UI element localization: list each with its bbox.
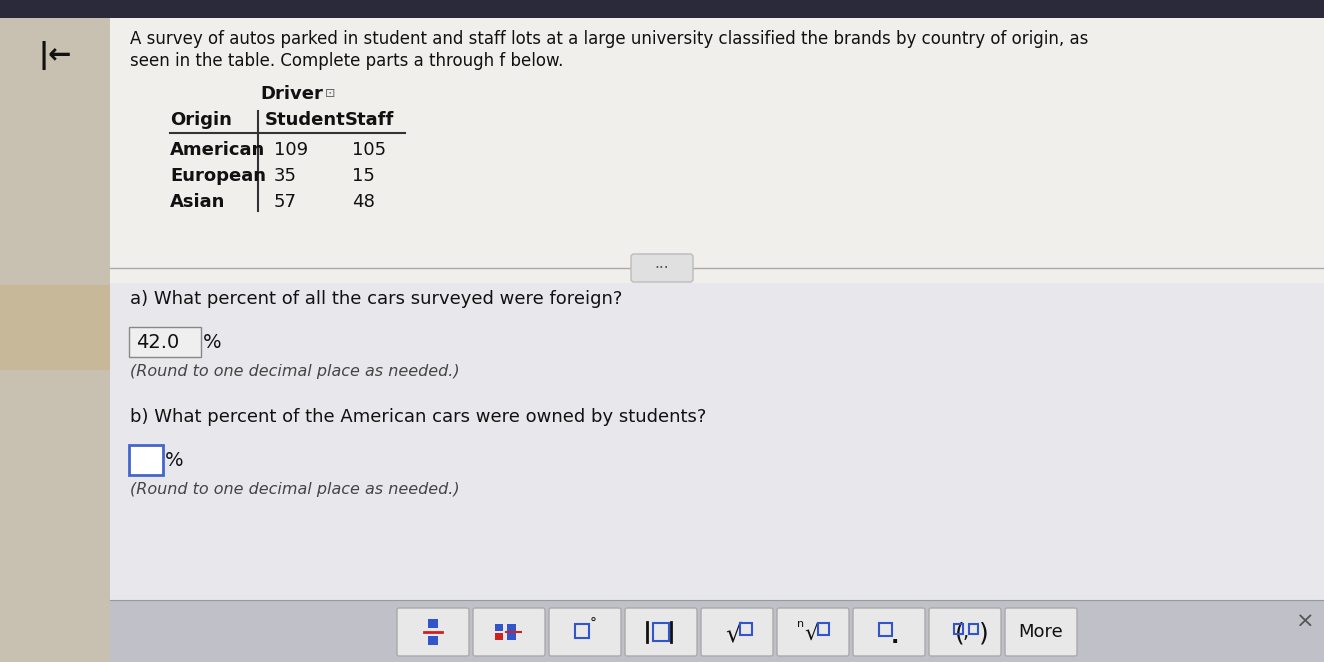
FancyBboxPatch shape (0, 0, 1324, 18)
FancyBboxPatch shape (428, 636, 438, 645)
Text: 15: 15 (352, 167, 375, 185)
Text: American: American (169, 141, 265, 159)
FancyBboxPatch shape (0, 18, 110, 662)
Text: ×: × (1296, 612, 1315, 632)
Text: 48: 48 (352, 193, 375, 211)
Text: Asian: Asian (169, 193, 225, 211)
Text: European: European (169, 167, 266, 185)
Text: Student: Student (265, 111, 346, 129)
Text: More: More (1018, 623, 1063, 641)
Text: ): ) (978, 621, 989, 645)
FancyBboxPatch shape (625, 608, 696, 656)
FancyBboxPatch shape (473, 608, 545, 656)
FancyBboxPatch shape (128, 327, 201, 357)
Text: °: ° (589, 617, 597, 631)
FancyBboxPatch shape (632, 254, 692, 282)
Text: |←: |← (38, 40, 71, 70)
Text: Staff: Staff (346, 111, 395, 129)
FancyBboxPatch shape (507, 624, 516, 631)
Text: %: % (203, 333, 221, 352)
Text: Origin: Origin (169, 111, 232, 129)
Text: Driver: Driver (260, 85, 323, 103)
FancyBboxPatch shape (110, 18, 1324, 283)
Text: b) What percent of the American cars were owned by students?: b) What percent of the American cars wer… (130, 408, 707, 426)
FancyBboxPatch shape (495, 624, 503, 631)
Text: seen in the table. Complete parts a through f below.: seen in the table. Complete parts a thro… (130, 52, 564, 70)
Text: (Round to one decimal place as needed.): (Round to one decimal place as needed.) (130, 482, 459, 497)
Text: 35: 35 (274, 167, 297, 185)
Text: 42.0: 42.0 (136, 333, 179, 352)
Text: 109: 109 (274, 141, 308, 159)
Text: (: ( (955, 621, 965, 645)
FancyBboxPatch shape (777, 608, 849, 656)
FancyBboxPatch shape (397, 608, 469, 656)
Text: ···: ··· (654, 261, 670, 275)
Text: √: √ (726, 622, 741, 646)
FancyBboxPatch shape (507, 633, 516, 640)
Text: ,: , (963, 624, 969, 643)
Text: n: n (797, 619, 805, 629)
Text: %: % (166, 451, 184, 470)
Text: √: √ (804, 624, 818, 644)
FancyBboxPatch shape (110, 600, 1324, 662)
Text: 105: 105 (352, 141, 387, 159)
FancyBboxPatch shape (495, 633, 503, 640)
FancyBboxPatch shape (929, 608, 1001, 656)
Text: (Round to one decimal place as needed.): (Round to one decimal place as needed.) (130, 364, 459, 379)
FancyBboxPatch shape (853, 608, 925, 656)
FancyBboxPatch shape (128, 445, 163, 475)
FancyBboxPatch shape (1005, 608, 1076, 656)
FancyBboxPatch shape (110, 283, 1324, 662)
FancyBboxPatch shape (549, 608, 621, 656)
Text: a) What percent of all the cars surveyed were foreign?: a) What percent of all the cars surveyed… (130, 290, 622, 308)
Text: 57: 57 (274, 193, 297, 211)
Text: .: . (891, 627, 899, 647)
FancyBboxPatch shape (700, 608, 773, 656)
FancyBboxPatch shape (428, 619, 438, 628)
FancyBboxPatch shape (0, 285, 110, 370)
Text: A survey of autos parked in student and staff lots at a large university classif: A survey of autos parked in student and … (130, 30, 1088, 48)
Text: ⊡: ⊡ (324, 87, 335, 100)
